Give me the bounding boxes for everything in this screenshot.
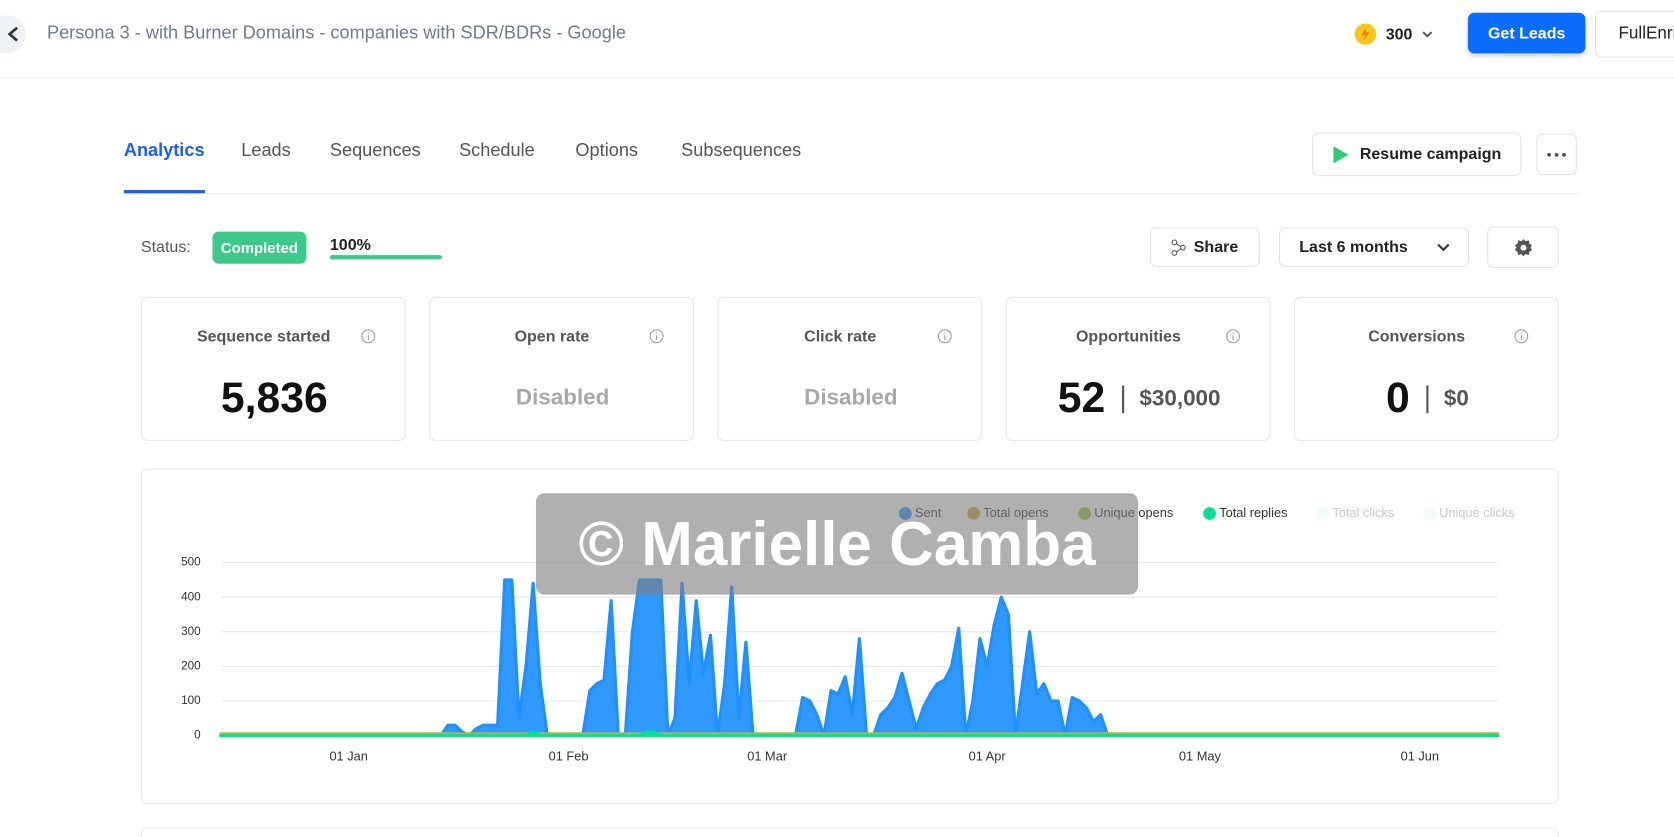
x-tick-label: 01 Feb bbox=[549, 748, 589, 763]
stat-amount: $30,000 bbox=[1122, 384, 1220, 413]
campaign-title: Persona 3 - with Burner Domains - compan… bbox=[46, 22, 626, 43]
date-range-select[interactable]: Last 6 months bbox=[1278, 227, 1470, 267]
y-tick-label: 500 bbox=[181, 556, 201, 569]
settings-button[interactable] bbox=[1487, 226, 1559, 268]
credits[interactable]: 300 bbox=[1354, 22, 1434, 45]
stat-card: Sequence started 5,836 bbox=[140, 296, 406, 441]
chart: 0 100 200 300 400 500 01 Jan 01 Feb 01 Mar 01 Apr… bbox=[181, 505, 1515, 763]
stat-title: Click rate bbox=[804, 327, 877, 346]
stat-card: Click rate Disabled bbox=[717, 296, 983, 441]
status-badge: Completed bbox=[212, 231, 307, 264]
stat-value: Disabled bbox=[804, 385, 898, 410]
back-button[interactable] bbox=[0, 14, 26, 54]
chart-card: 0 100 200 300 400 500 01 Jan 01 Feb 01 Mar 01 Apr… bbox=[140, 468, 1559, 804]
stat-title: Conversions bbox=[1368, 327, 1466, 346]
progress-label: 100% bbox=[329, 235, 371, 255]
x-tick-label: 01 Mar bbox=[747, 748, 788, 763]
get-leads-button[interactable]: Get Leads bbox=[1467, 12, 1586, 54]
tab[interactable]: Analytics bbox=[123, 139, 205, 161]
legend-marker bbox=[1203, 507, 1216, 520]
tabs-divider bbox=[123, 193, 1578, 195]
credits-count: 300 bbox=[1385, 25, 1413, 44]
watermark: © Marielle Camba bbox=[535, 493, 1139, 595]
legend-marker bbox=[1316, 507, 1330, 520]
legend-item: Unique clicks bbox=[1423, 505, 1515, 520]
legend-item: Total replies bbox=[1203, 505, 1287, 520]
active-tab-indicator bbox=[123, 190, 205, 194]
stat-title: Sequence started bbox=[196, 327, 331, 346]
progress-fill bbox=[329, 255, 442, 260]
stat-value: 0 bbox=[1385, 374, 1410, 422]
header-divider bbox=[0, 76, 1674, 78]
date-range-label: Last 6 months bbox=[1299, 238, 1408, 257]
legend-label: Total replies bbox=[1219, 505, 1287, 520]
y-tick-label: 300 bbox=[181, 625, 201, 638]
series-area bbox=[219, 730, 1500, 738]
legend-item: Total clicks bbox=[1316, 505, 1394, 520]
x-tick-label: 01 Jan bbox=[329, 748, 367, 763]
stat-value: Disabled bbox=[515, 385, 610, 410]
status-label: Status: bbox=[140, 238, 191, 257]
stat-card: Open rate Disabled bbox=[429, 296, 694, 441]
progress-track bbox=[329, 255, 442, 260]
share-label: Share bbox=[1193, 238, 1239, 257]
tab[interactable]: Leads bbox=[241, 139, 291, 161]
stat-amount: $0 bbox=[1426, 384, 1469, 413]
share-button[interactable]: Share bbox=[1149, 227, 1260, 267]
stat-title: Opportunities bbox=[1075, 327, 1181, 346]
tab[interactable]: Subsequences bbox=[681, 139, 802, 161]
y-tick-label: 100 bbox=[181, 694, 201, 707]
account-button[interactable]: FullEnri bbox=[1594, 10, 1674, 58]
stat-value: 5,836 bbox=[220, 374, 328, 422]
tab[interactable]: Options bbox=[575, 139, 638, 161]
stat-card: Opportunities 52 $30,000 bbox=[1005, 296, 1271, 441]
legend-label: Unique clicks bbox=[1439, 505, 1514, 520]
resume-campaign-button[interactable]: Resume campaign bbox=[1312, 132, 1522, 177]
x-tick-label: 01 May bbox=[1179, 748, 1222, 763]
more-button[interactable] bbox=[1536, 133, 1577, 176]
tab[interactable]: Schedule bbox=[459, 139, 535, 161]
resume-label: Resume campaign bbox=[1359, 145, 1502, 164]
y-tick-label: 400 bbox=[181, 590, 201, 603]
tab[interactable]: Sequences bbox=[329, 139, 421, 161]
stat-title: Open rate bbox=[514, 327, 590, 346]
legend-label: Total clicks bbox=[1332, 505, 1394, 520]
legend-marker bbox=[1423, 507, 1436, 520]
y-tick-label: 0 bbox=[194, 729, 201, 742]
stat-card: Conversions 0 $0 bbox=[1293, 296, 1559, 441]
y-tick-label: 200 bbox=[181, 659, 201, 672]
next-card bbox=[140, 827, 1559, 837]
stat-value: 52 bbox=[1057, 374, 1106, 422]
x-tick-label: 01 Apr bbox=[969, 748, 1007, 763]
series-area bbox=[219, 578, 1500, 738]
x-tick-label: 01 Jun bbox=[1401, 748, 1439, 763]
